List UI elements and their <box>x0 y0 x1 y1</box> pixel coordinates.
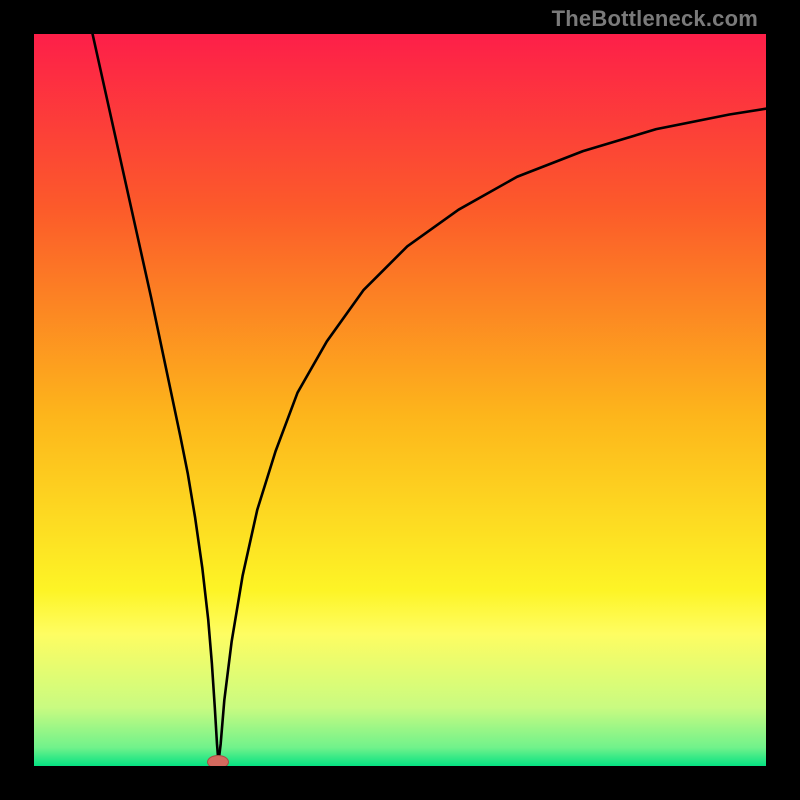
curve-layer <box>34 34 766 766</box>
bottleneck-curve-right <box>218 109 766 763</box>
watermark-text: TheBottleneck.com <box>552 6 758 32</box>
chart-frame: TheBottleneck.com <box>0 0 800 800</box>
bottleneck-curve-left <box>93 34 219 762</box>
plot-area <box>34 34 766 766</box>
optimal-point-marker <box>207 755 229 766</box>
